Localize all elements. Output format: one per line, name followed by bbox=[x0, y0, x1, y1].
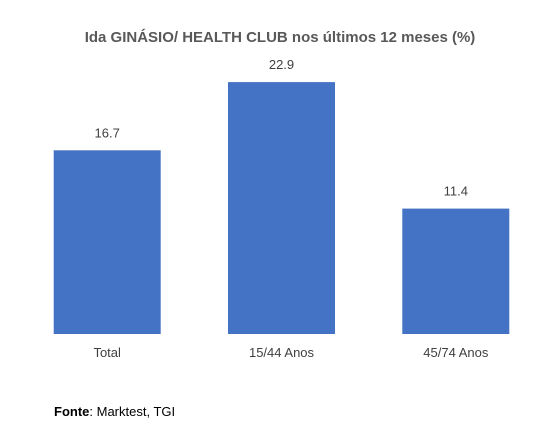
data-labels-group: 16.7 22.9 11.4 bbox=[95, 57, 468, 199]
chart-title: Ida GINÁSIO/ HEALTH CLUB nos últimos 12 … bbox=[85, 29, 476, 46]
data-label-0: 16.7 bbox=[95, 125, 120, 140]
bar-0 bbox=[53, 150, 161, 334]
category-label-0: Total bbox=[93, 345, 121, 360]
category-label-1: 15/44 Anos bbox=[249, 345, 315, 360]
category-labels-group: Total 15/44 Anos 45/74 Anos bbox=[93, 345, 488, 360]
source-note: Fonte: Marktest, TGI bbox=[54, 404, 175, 419]
category-label-2: 45/74 Anos bbox=[423, 345, 489, 360]
bar-1 bbox=[228, 82, 335, 334]
source-text: : Marktest, TGI bbox=[89, 404, 176, 419]
bar-2 bbox=[402, 208, 510, 334]
data-label-1: 22.9 bbox=[269, 57, 294, 72]
bars-group bbox=[53, 82, 510, 334]
source-label: Fonte bbox=[54, 404, 90, 419]
data-label-2: 11.4 bbox=[444, 184, 468, 199]
